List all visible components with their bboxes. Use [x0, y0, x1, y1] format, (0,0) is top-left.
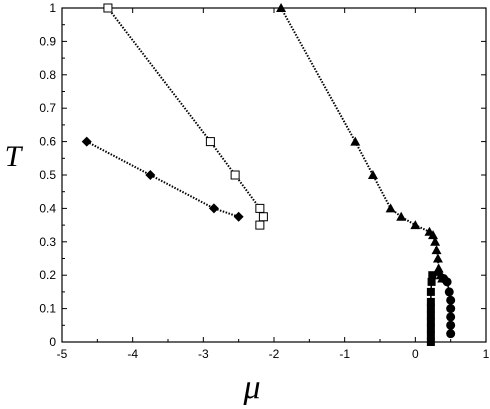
series-filled-diamond [81, 136, 244, 222]
diamond-point [81, 136, 92, 147]
circle-point [446, 329, 456, 339]
filled-square-point [426, 297, 435, 306]
open-square-point [230, 170, 240, 180]
x-axis-label: μ [242, 369, 260, 406]
triangle-point [431, 245, 442, 255]
y-tick-label: 0 [49, 335, 56, 349]
series-open-square [103, 3, 268, 230]
y-tick-label: 0.9 [39, 34, 56, 48]
data-series [81, 3, 456, 346]
filled-square-point [426, 311, 435, 320]
series-line [86, 140, 239, 218]
x-tick-label: 0 [412, 347, 419, 361]
triangle-point [396, 211, 407, 221]
y-tick-label: 0.4 [39, 201, 56, 215]
triangle-point [430, 236, 441, 246]
diamond-point [208, 203, 219, 214]
filled-square-point [427, 277, 436, 286]
y-tick-label: 0.8 [39, 68, 56, 82]
series-line [280, 7, 444, 279]
circle-point [446, 304, 456, 314]
x-tick-label: -3 [198, 347, 209, 361]
triangle-point [428, 230, 438, 240]
x-tick-label: -5 [57, 347, 68, 361]
circle-point [446, 320, 456, 330]
y-tick-label: 0.2 [39, 268, 56, 282]
filled-square-point [428, 271, 437, 280]
filled-square-point [426, 338, 435, 346]
open-square-point [258, 212, 268, 222]
filled-square-point [426, 331, 435, 340]
circle-point [446, 295, 456, 305]
triangle-point [367, 170, 378, 179]
circle-point [444, 287, 454, 297]
series-filled-square [426, 271, 437, 346]
diamond-point [145, 170, 156, 180]
triangle-point [276, 3, 287, 12]
filled-square-point [426, 304, 435, 313]
y-tick-label: 1 [49, 1, 56, 15]
triangle-point [410, 220, 421, 230]
x-tick-label: 1 [483, 347, 490, 361]
axis-ticks: -5 -4 -3 -2 -1 0 1 0 0.1 0.2 0.3 0.4 0.5 0.6 0.7 0.8 0.9… [39, 1, 489, 361]
y-tick-label: 0.6 [39, 135, 56, 149]
series-filled-circle [439, 274, 456, 339]
diamond-point [233, 211, 244, 222]
y-tick-label: 0.5 [39, 168, 56, 182]
y-tick-label: 0.7 [39, 101, 56, 115]
filled-square-point [426, 287, 435, 296]
open-square-point [103, 3, 113, 13]
x-tick-label: -4 [127, 347, 138, 361]
x-tick-label: -2 [269, 347, 280, 361]
filled-square-point [426, 324, 435, 333]
plot-frame [61, 7, 487, 343]
series-filled-triangle [276, 3, 448, 283]
y-axis-label: T [5, 140, 24, 173]
filled-square-point [426, 317, 435, 326]
plot-border [61, 7, 487, 343]
open-square-point [255, 220, 265, 230]
triangle-point [385, 203, 396, 213]
y-tick-label: 0.3 [39, 235, 56, 249]
x-tick-label: -1 [339, 347, 350, 361]
triangle-point [432, 253, 443, 263]
open-square-point [255, 203, 265, 213]
y-tick-label: 0.1 [39, 302, 56, 316]
open-square-point [205, 137, 215, 147]
circle-point [446, 312, 456, 322]
circle-point [442, 277, 452, 287]
triangle-point [350, 136, 361, 146]
